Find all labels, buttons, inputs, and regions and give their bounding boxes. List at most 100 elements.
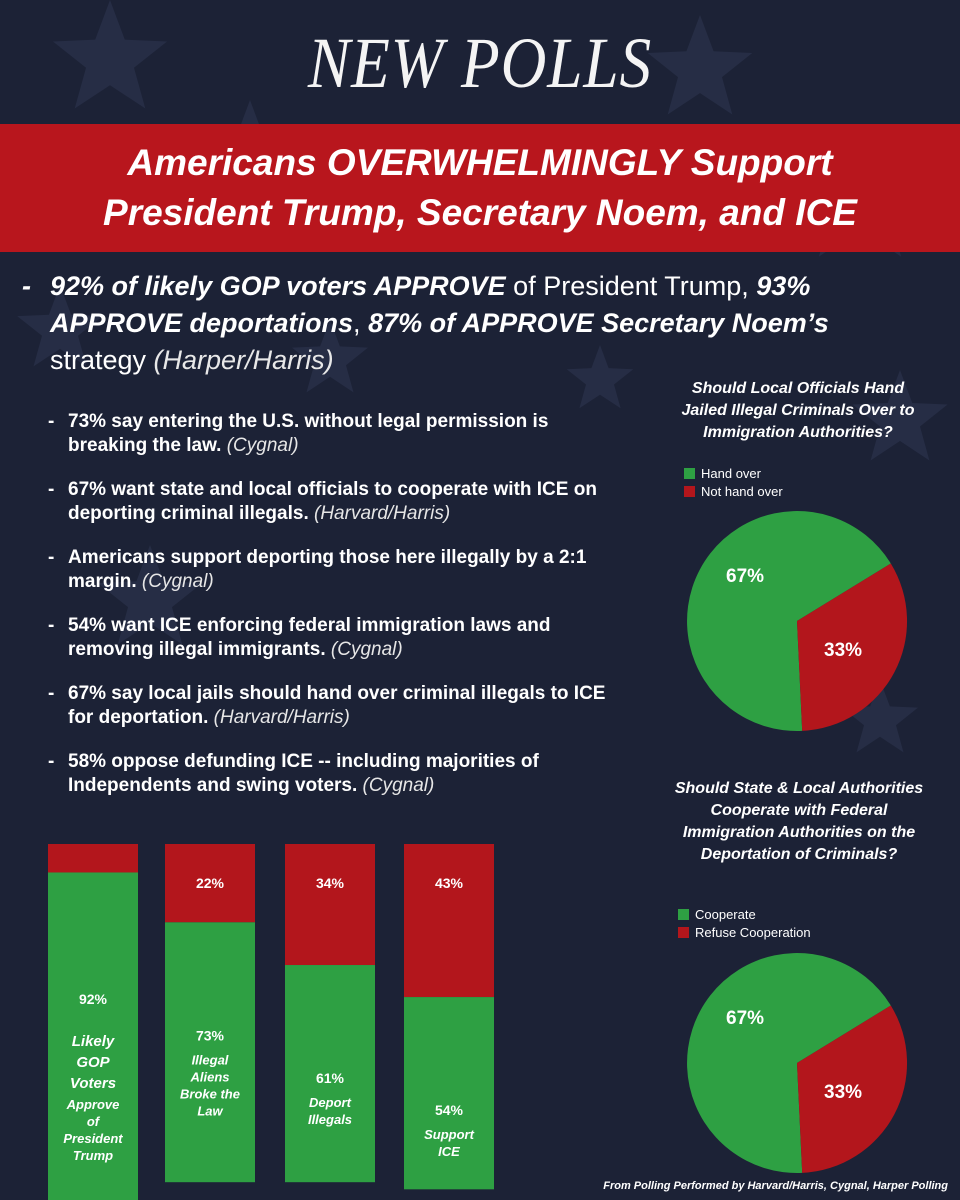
bullet-item: -73% say entering the U.S. without legal… (48, 410, 608, 458)
lead-text-2: , (353, 308, 369, 338)
legend-item: Hand over (684, 464, 783, 482)
bullet-dash: - (48, 547, 55, 568)
bullet-text: 58% oppose defunding ICE -- including ma… (68, 751, 539, 796)
bullet-source: (Cygnal) (226, 435, 299, 456)
category-sublabel: Support (424, 1127, 474, 1142)
pie-slice-green (687, 953, 891, 1174)
background-star-icon (566, 345, 634, 409)
category-sublabel: Aliens (189, 1069, 229, 1084)
background-star-icon (97, 545, 203, 645)
bar-segment-green (165, 922, 255, 1183)
category-sublabel: Deport (309, 1095, 352, 1110)
legend-swatch-green (684, 467, 695, 479)
pie-value-label: 67% (726, 566, 764, 587)
background-star-icon (842, 680, 918, 753)
bullet-dash: - (48, 683, 55, 704)
bar-segment-red (404, 844, 494, 998)
bullet-list: -73% say entering the U.S. without legal… (48, 410, 608, 818)
bullet-dash: - (48, 751, 55, 772)
pie-1-title: Should Local Officials Hand Jailed Illeg… (681, 380, 915, 441)
bullet-text: Americans support deporting those here i… (68, 547, 587, 592)
category-sublabel: President (63, 1131, 123, 1146)
legend-label: Not hand over (701, 483, 783, 499)
bullet-item: -58% oppose defunding ICE -- including m… (48, 750, 608, 798)
legend-label: Cooperate (695, 906, 756, 922)
legend-label: Hand over (701, 465, 761, 481)
page-headline: NEW POLLS (307, 23, 653, 103)
pie-slice-green (687, 511, 891, 732)
lead-bold-2: 93% APPROVE deportations (50, 271, 811, 338)
stacked-bar-chart: 92% Likely GOP Voters Approve of President Trum… (48, 844, 494, 1200)
bullet-dash: - (48, 615, 55, 636)
bullet-item: -67% want state and local officials to c… (48, 478, 608, 526)
lead-text-3: strategy (50, 345, 154, 375)
bullet-item: -54% want ICE enforcing federal immigrat… (48, 614, 608, 662)
pie-chart-1: 67% 33% (687, 511, 908, 732)
bullet-source: (Cygnal) (330, 639, 403, 660)
pie-value-label: 33% (824, 640, 862, 661)
category-sublabel: Illegal (192, 1052, 229, 1067)
bullet-text: 67% say local jails should hand over cri… (68, 683, 606, 728)
bar-segment-red (285, 844, 375, 966)
pie-value-label: 67% (726, 1008, 764, 1029)
pie-2-title: Should State & Local Authorities Coopera… (674, 780, 924, 863)
bullet-item: - Americans support deporting those here … (48, 546, 608, 594)
pie-slice-red (797, 563, 908, 731)
bullet-source: (Harvard/Harris) (314, 503, 451, 524)
category-sublabel: Approve (66, 1097, 120, 1112)
bullet-source: (Cygnal) (362, 775, 435, 796)
pie-chart-2: 67% 33% (687, 953, 908, 1174)
bar-segment-green (48, 872, 138, 1200)
legend-item: Cooperate (678, 905, 811, 923)
bullet-dash: - (48, 479, 55, 500)
category-sublabel: Law (197, 1103, 223, 1118)
lead-dash: - (22, 271, 31, 301)
bar-label-red: 34% (316, 875, 345, 891)
bullet-text: 73% say entering the U.S. without legal … (68, 411, 549, 456)
lead-text-1: of President Trump, (505, 271, 757, 301)
bullet-item: -67% say local jails should hand over cr… (48, 682, 608, 730)
title-banner: Americans OVERWHELMINGLY Support Preside… (0, 124, 960, 252)
category-sublabel: Broke the (180, 1086, 240, 1101)
lead-source: (Harper/Harris) (153, 345, 334, 375)
legend-label: Refuse Cooperation (695, 924, 811, 940)
pie-value-label: 33% (824, 1082, 862, 1103)
category-label: GOP (76, 1054, 110, 1071)
background-star-icon (52, 0, 168, 109)
background-star-icon (852, 370, 948, 461)
bar-label-green: 61% (316, 1070, 345, 1086)
category-label: Likely (72, 1033, 115, 1050)
bar-segment-red (48, 844, 138, 873)
lead-text: 92% of likely GOP voters APPROVE of Pres… (50, 268, 922, 379)
legend-swatch-green (678, 908, 689, 920)
background-star-icon (647, 15, 753, 115)
pie-2-legend: Cooperate Refuse Cooperation (678, 905, 811, 941)
bar-segment-red (165, 844, 255, 923)
bullet-text: 67% want state and local officials to co… (68, 479, 597, 524)
category-sublabel: Trump (73, 1148, 113, 1163)
bullet-dash: - (48, 411, 55, 432)
bullet-source: (Cygnal) (141, 571, 214, 592)
lead-statement: - 92% of likely GOP voters APPROVE of Pr… (22, 268, 922, 379)
bar-label-green: 92% (79, 991, 108, 1007)
category-sublabel: ICE (438, 1144, 460, 1159)
legend-item: Not hand over (684, 482, 783, 500)
bullet-text: 54% want ICE enforcing federal immigrati… (68, 615, 551, 660)
lead-bold-1: 92% of likely GOP voters APPROVE (50, 271, 506, 301)
category-label: Voters (70, 1075, 116, 1092)
bar-label-green: 54% (435, 1102, 464, 1118)
bar-label-green: 73% (196, 1027, 225, 1043)
pie-slice-red (797, 1005, 908, 1173)
lead-bold-3: 87% of APPROVE Secretary Noem’s (368, 308, 829, 338)
banner-line-2: President Trump, Secretary Noem, and ICE (103, 192, 857, 233)
bar-segment-green (285, 965, 375, 1183)
category-sublabel: Illegals (308, 1112, 352, 1127)
source-footnote: From Polling Performed by Harvard/Harris… (603, 1180, 948, 1192)
bar-segment-green (404, 997, 494, 1190)
pie-1-legend: Hand over Not hand over (684, 464, 783, 500)
bar-label-red: 43% (435, 875, 464, 891)
banner-line-1: Americans OVERWHELMINGLY Support (127, 142, 833, 183)
bar-label-red: 22% (196, 875, 225, 891)
legend-swatch-red (684, 485, 695, 497)
background-star-icon (17, 285, 103, 367)
